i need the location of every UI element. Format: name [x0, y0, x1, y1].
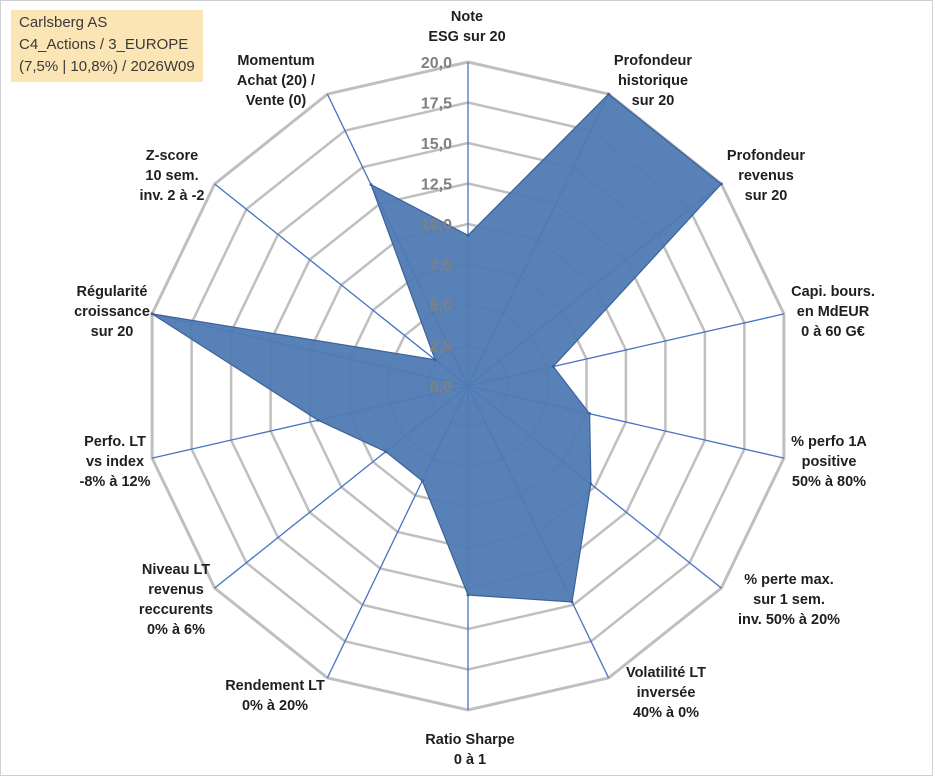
tick-label: 2,5 — [430, 339, 452, 356]
data-point — [588, 412, 592, 416]
period-info: (7,5% | 10,8%) / 2026W09 — [19, 58, 195, 75]
tick-label: 20,0 — [421, 55, 452, 72]
data-point — [551, 365, 555, 368]
axis-label-line: % perte max. — [744, 572, 833, 588]
axis-label-line: Rendement LT — [225, 678, 325, 694]
data-point — [433, 358, 437, 362]
data-point — [607, 92, 611, 96]
axis-label-line: sur 1 sem. — [753, 592, 825, 608]
axis-label-line: reccurents — [139, 602, 213, 618]
axis-label-line: 0 à 60 G€ — [801, 324, 865, 340]
data-point — [150, 312, 154, 316]
data-point — [384, 450, 388, 454]
radar-series — [150, 92, 723, 604]
axis-label-line: Ratio Sharpe — [425, 732, 514, 748]
axis-label-line: 0% à 20% — [242, 698, 308, 714]
data-point — [420, 479, 424, 483]
axis-label-line: 40% à 0% — [633, 705, 699, 721]
axis-label-line: 10 sem. — [145, 168, 198, 184]
axis-label-line: Vente (0) — [246, 93, 307, 109]
axis-label-line: Z-score — [146, 148, 198, 164]
axis-label-line: sur 20 — [91, 324, 134, 340]
data-point — [466, 593, 470, 597]
chart-title-box: Carlsberg AS C4_Actions / 3_EUROPE (7,5%… — [11, 10, 203, 82]
axis-label-line: Profondeur — [614, 53, 692, 69]
axis-label-line: ESG sur 20 — [428, 29, 505, 45]
tick-label: 17,5 — [421, 96, 452, 113]
radar-axis-labels: Note ESG sur 20 Profondeur historique sur 20… — [74, 9, 875, 768]
axis-label-line: vs index — [86, 454, 144, 470]
portfolio-path: C4_Actions / 3_EUROPE — [19, 36, 189, 53]
data-point — [316, 418, 320, 422]
company-name: Carlsberg AS — [19, 14, 108, 31]
axis-label-line: % perfo 1A — [791, 434, 867, 450]
axis-label-line: Profondeur — [727, 148, 805, 164]
tick-label: 7,5 — [430, 258, 452, 275]
radar-tick-labels: 0,0 2,5 5,0 7,5 10,0 12,5 15,0 17,5 20,0 — [421, 55, 452, 396]
tick-label: 0,0 — [430, 379, 452, 396]
data-point — [369, 183, 373, 187]
axis-label-line: positive — [802, 454, 857, 470]
axis-label-line: Momentum — [237, 53, 314, 69]
axis-label-line: Volatilité LT — [626, 665, 706, 681]
tick-label: 15,0 — [421, 136, 452, 153]
data-point — [719, 182, 723, 186]
axis-label-line: Note — [451, 9, 483, 25]
data-point — [589, 482, 593, 486]
axis-label-line: inv. 2 à -2 — [139, 188, 204, 204]
axis-label-line: revenus — [148, 582, 204, 598]
axis-label-line: inv. 50% à 20% — [738, 612, 840, 628]
axis-label-line: en MdEUR — [797, 304, 870, 320]
axis-label-line: 0% à 6% — [147, 622, 205, 638]
axis-label-line: Niveau LT — [142, 562, 210, 578]
axis-label-line: 50% à 80% — [792, 474, 866, 490]
tick-label: 5,0 — [430, 298, 452, 315]
axis-label-line: Perfo. LT — [84, 434, 146, 450]
axis-label-line: historique — [618, 73, 688, 89]
axis-label-line: -8% à 12% — [80, 474, 151, 490]
axis-spoke — [214, 183, 469, 387]
axis-label-line: Régularité — [77, 284, 148, 300]
axis-label-line: sur 20 — [745, 188, 788, 204]
axis-label-line: croissance — [74, 304, 150, 320]
data-point — [570, 600, 574, 604]
axis-label-line: 0 à 1 — [454, 752, 486, 768]
tick-label: 10,0 — [421, 217, 452, 234]
tick-label: 12,5 — [421, 177, 452, 194]
axis-label-line: Achat (20) / — [237, 73, 315, 89]
axis-label-line: revenus — [738, 168, 794, 184]
axis-label-line: inversée — [637, 685, 696, 701]
data-point — [466, 233, 470, 237]
axis-label-line: Capi. bours. — [791, 284, 875, 300]
axis-label-line: sur 20 — [632, 93, 675, 109]
